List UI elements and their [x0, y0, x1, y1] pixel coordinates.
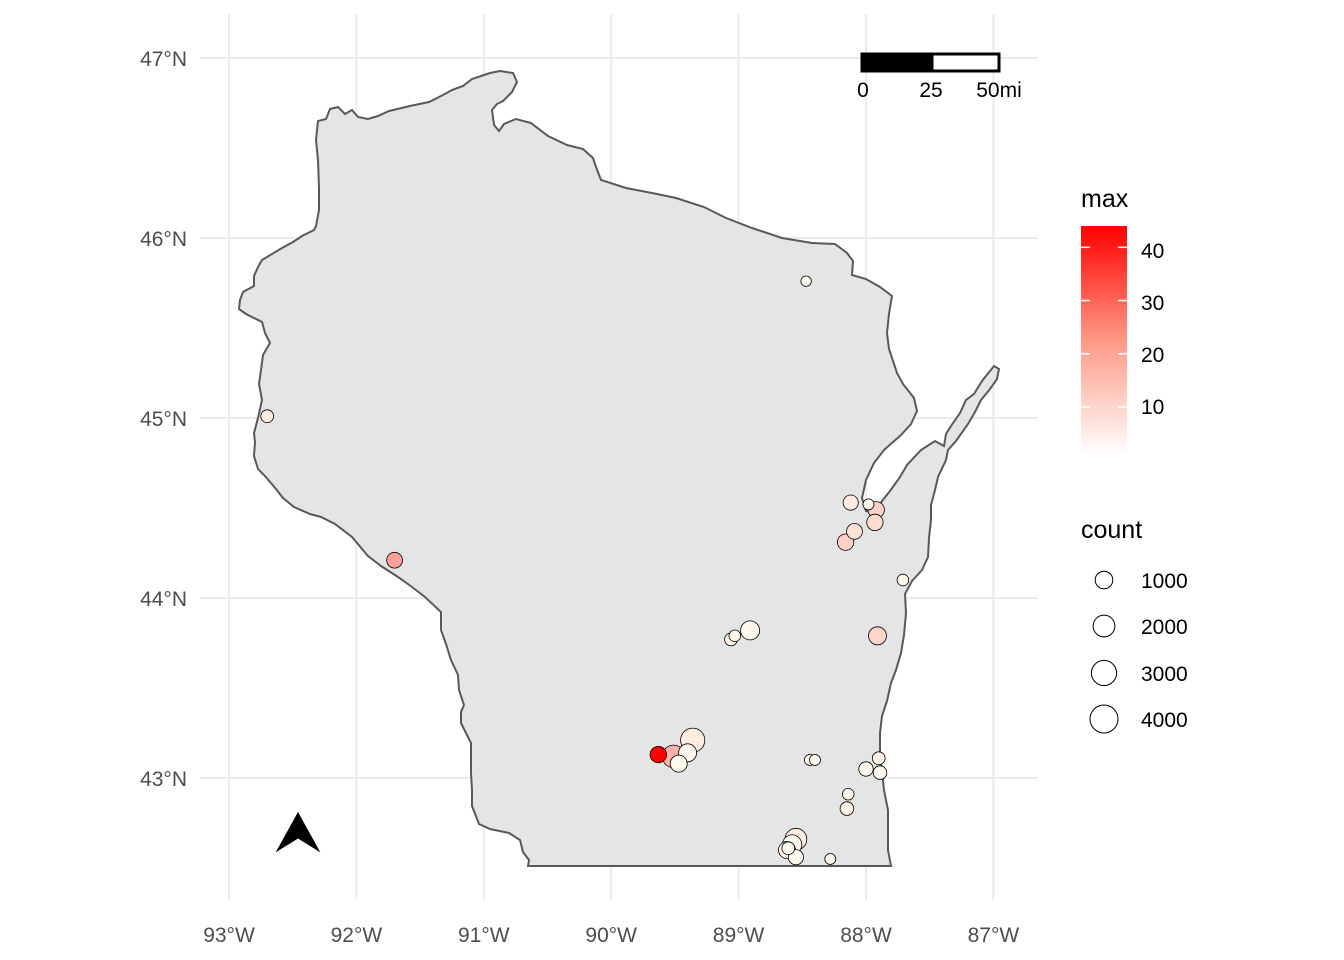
x-tick-label: 93°W — [203, 924, 255, 947]
data-point — [858, 761, 874, 777]
data-point — [842, 494, 859, 511]
x-tick-label: 92°W — [331, 924, 383, 947]
y-tick-label: 45°N — [140, 408, 187, 431]
legend-count-circle — [1092, 614, 1116, 638]
x-tick-label: 91°W — [458, 924, 510, 947]
legend-count-circle — [1094, 570, 1114, 590]
points-layer — [260, 275, 910, 866]
data-point — [824, 853, 837, 865]
data-point — [846, 523, 863, 540]
scale-bar: 0 25 50mi — [857, 52, 1022, 102]
axis-labels: 93°W 92°W 91°W 90°W 89°W 88°W 87°W 47°N 46°N 45°N… — [140, 48, 1019, 947]
legend-max: max 40 30 20 10 — [1081, 185, 1164, 455]
legend-count-title: count — [1081, 516, 1142, 544]
north-arrow-icon — [275, 811, 321, 853]
y-tick-label: 44°N — [140, 588, 187, 611]
data-point — [839, 801, 855, 816]
data-point — [866, 513, 884, 532]
legend-count-label-1000: 1000 — [1141, 570, 1188, 593]
legend-count-circle — [1090, 659, 1118, 687]
legend-count-label-2000: 2000 — [1141, 616, 1188, 639]
data-point — [868, 626, 887, 646]
data-point — [260, 409, 275, 424]
legend-count-label-3000: 3000 — [1141, 663, 1188, 686]
data-point — [386, 551, 403, 569]
data-point — [728, 629, 742, 643]
legend-max-label-20: 20 — [1141, 344, 1164, 367]
data-point — [669, 754, 688, 773]
data-point — [872, 765, 888, 780]
y-tick-label: 46°N — [140, 228, 187, 251]
scale-label-25: 25 — [919, 79, 942, 102]
legend-max-label-30: 30 — [1141, 292, 1164, 315]
data-point — [862, 498, 875, 511]
scale-bar-black-segment — [860, 52, 934, 73]
scale-label-50mi: 50mi — [976, 79, 1022, 102]
legend-max-colorbar — [1081, 226, 1127, 455]
data-point — [896, 573, 910, 587]
legend-max-title: max — [1081, 185, 1129, 213]
data-point — [800, 275, 812, 287]
scale-label-0: 0 — [857, 79, 869, 102]
x-tick-label: 90°W — [585, 924, 637, 947]
y-tick-label: 43°N — [140, 768, 187, 791]
legend-max-label-40: 40 — [1141, 240, 1164, 263]
x-tick-label: 88°W — [840, 924, 892, 947]
x-tick-label: 89°W — [713, 924, 765, 947]
legend-count-label-4000: 4000 — [1141, 709, 1188, 732]
x-tick-label: 87°W — [968, 924, 1020, 947]
y-tick-label: 47°N — [140, 48, 187, 71]
legend-count-circle — [1089, 704, 1119, 734]
data-point — [871, 751, 886, 765]
data-point — [781, 841, 796, 855]
data-point — [740, 620, 760, 641]
data-point — [809, 754, 821, 766]
legend-max-label-10: 10 — [1141, 396, 1164, 419]
legend-count: count 1000 2000 3000 4000 — [1081, 516, 1188, 734]
data-point — [842, 788, 855, 801]
scale-bar-white-segment — [930, 52, 1001, 73]
data-point — [649, 745, 667, 764]
wisconsin-outline — [237, 69, 1001, 867]
